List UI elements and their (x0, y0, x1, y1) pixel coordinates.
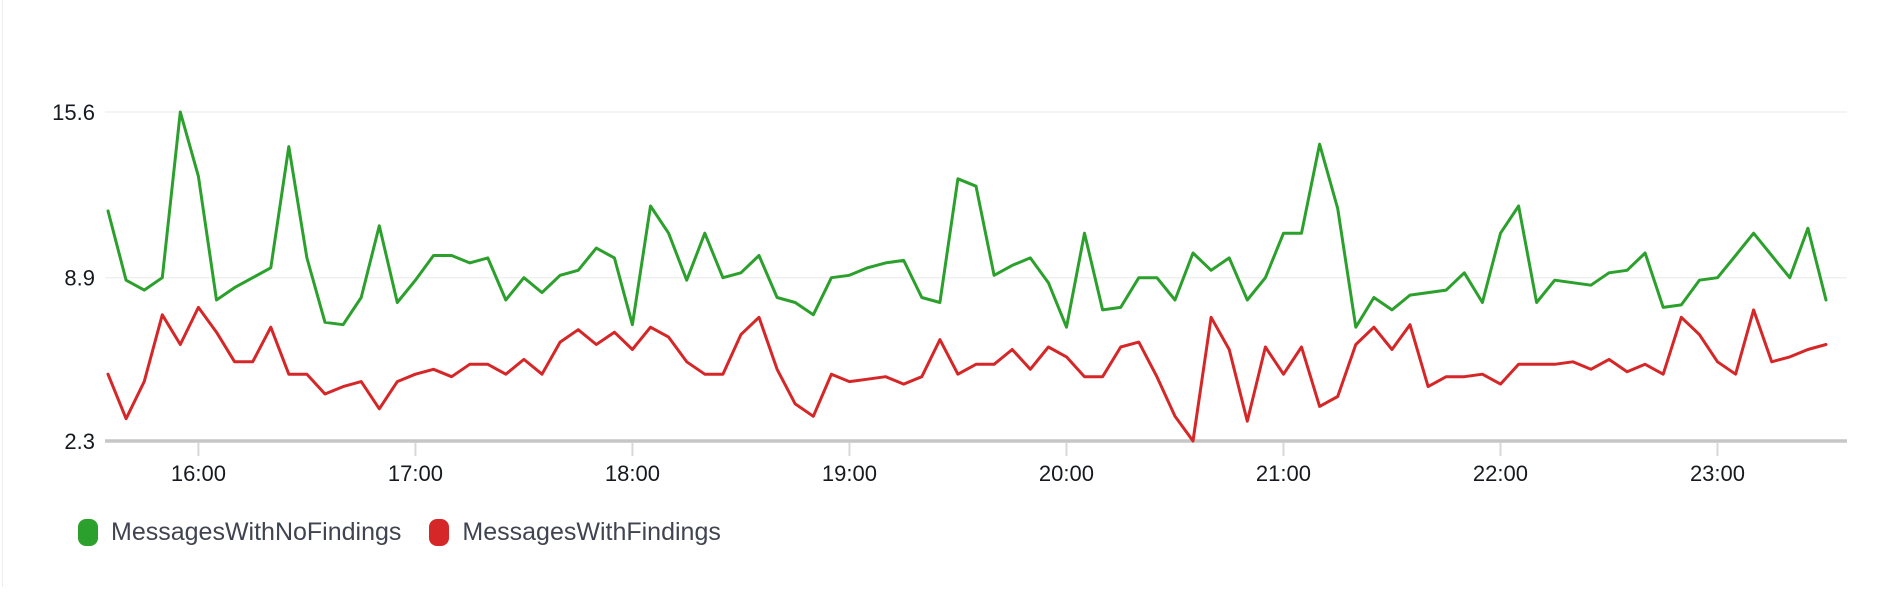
series-line-messageswithfindings[interactable] (106, 305, 1828, 443)
y-tick-label: 8.9 (64, 266, 95, 291)
x-axis-ticks (197, 443, 1719, 456)
y-tick-label: 2.3 (64, 429, 95, 454)
page-left-border (2, 0, 3, 587)
x-tick-label: 23:00 (1690, 461, 1745, 486)
x-axis-labels: 16:00 17:00 18:00 19:00 20:00 21:00 22:00 23:00 (171, 461, 1745, 486)
series-lines (106, 110, 1828, 443)
y-axis-labels: 15.6 8.9 2.3 (52, 100, 95, 454)
chart-legend: MessagesWithNoFindings MessagesWithFindi… (78, 512, 721, 552)
legend-label: MessagesWithFindings (462, 517, 721, 546)
legend-swatch-green (78, 518, 98, 546)
x-tick-label: 18:00 (605, 461, 660, 486)
legend-item-messages-with-findings[interactable]: MessagesWithFindings (429, 517, 721, 546)
x-tick-label: 19:00 (822, 461, 877, 486)
x-tick-label: 16:00 (171, 461, 226, 486)
y-tick-label: 15.6 (52, 100, 95, 125)
x-tick-label: 20:00 (1039, 461, 1094, 486)
gridlines (105, 111, 1847, 443)
x-tick-label: 21:00 (1256, 461, 1311, 486)
legend-item-messages-with-no-findings[interactable]: MessagesWithNoFindings (78, 517, 402, 546)
legend-swatch-red (429, 518, 450, 546)
legend-label: MessagesWithNoFindings (111, 517, 402, 546)
x-tick-label: 17:00 (388, 461, 443, 486)
x-tick-label: 22:00 (1473, 461, 1528, 486)
series-line-messageswithnofindings[interactable] (106, 110, 1828, 329)
